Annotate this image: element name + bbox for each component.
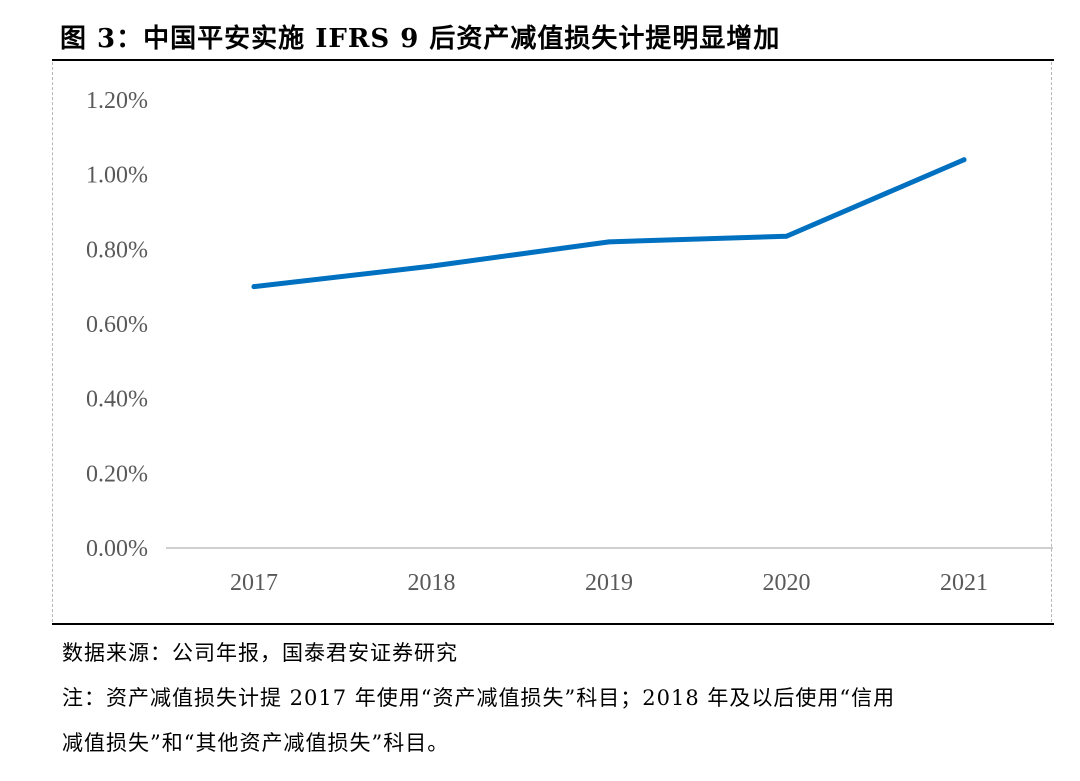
y-tick-label: 0.20% (86, 461, 148, 487)
y-tick-label: 1.20% (86, 88, 148, 114)
x-tick-label: 2019 (585, 570, 633, 596)
y-tick-label: 0.60% (86, 312, 148, 338)
line-chart: 0.00% 0.20% 0.40% 0.60% 0.80% 1.00% 1.20% 2017 2… (86, 88, 1053, 596)
footnote-line-2: 减值损失”和“其他资产减值损失”科目。 (62, 731, 450, 755)
figure-title: 图 3：中国平安实施 IFRS 9 后资产减值损失计提明显增加 (60, 24, 781, 54)
x-tick-label: 2021 (940, 570, 988, 596)
series-line (251, 157, 967, 290)
data-point (606, 239, 612, 245)
data-point (251, 284, 257, 290)
y-tick-label: 0.40% (86, 387, 148, 413)
data-point (784, 233, 789, 239)
chart-area: 0.00% 0.20% 0.40% 0.60% 0.80% 1.00% 1.20% 2017 2… (52, 62, 1053, 622)
top-rule (52, 59, 1054, 61)
x-tick-label: 2017 (230, 570, 278, 596)
y-tick-label: 1.00% (86, 163, 148, 189)
x-tick-label: 2020 (763, 570, 811, 596)
x-tick-label: 2018 (408, 570, 456, 596)
bottom-rule (52, 623, 1054, 625)
data-point (961, 157, 967, 163)
footnote-line-1: 注：资产减值损失计提 2017 年使用“资产减值损失”科目；2018 年及以后使… (62, 686, 896, 710)
source-note: 数据来源：公司年报，国泰君安证券研究 (62, 641, 458, 665)
y-tick-label: 0.80% (86, 237, 148, 263)
y-tick-label: 0.00% (86, 536, 148, 562)
data-point (429, 263, 434, 269)
